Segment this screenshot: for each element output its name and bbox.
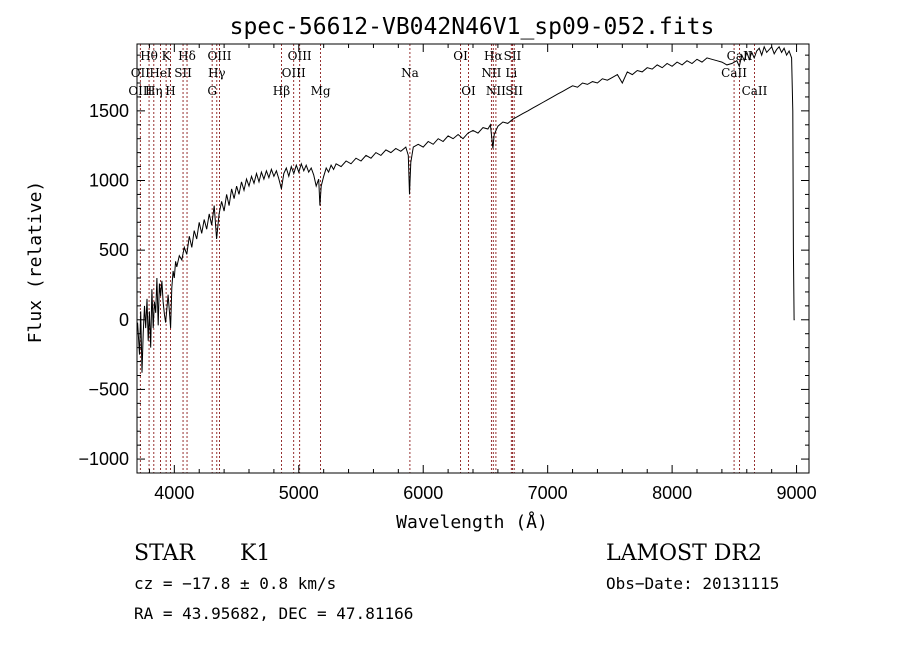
line-label: CaII: [727, 49, 753, 63]
y-tick-label: −1000: [78, 449, 129, 469]
y-tick-label: 1000: [89, 171, 129, 191]
observation-date: Obs−Date: 20131115: [606, 574, 779, 593]
chart-title: spec-56612-VB042N46V1_sp09-052.fits: [230, 14, 715, 40]
y-axis-label: Flux (relative): [25, 181, 46, 344]
line-label: Hβ: [273, 84, 290, 98]
line-label: Mg: [311, 84, 331, 98]
line-label: OI: [453, 49, 468, 63]
y-tick-label: −500: [88, 379, 129, 399]
line-label: Li: [505, 66, 517, 80]
line-label: Hδ: [178, 49, 196, 63]
line-label: Hθ: [140, 49, 158, 63]
object-class: STAR: [134, 541, 196, 566]
line-label: CaII: [742, 84, 768, 98]
x-axis: 4000 5000 6000 7000 8000 9000: [148, 44, 817, 503]
line-label: H: [165, 84, 175, 98]
y-axis: −1000 −500 0 500 1000 1500: [78, 54, 809, 469]
x-tick-label: 7000: [528, 483, 568, 503]
spectrum-layer: [137, 45, 795, 373]
x-tick-label: 5000: [279, 483, 319, 503]
line-label: G: [207, 84, 217, 98]
line-label: Hγ: [208, 66, 226, 80]
line-label: Hη: [145, 84, 163, 98]
object-subclass: K1: [240, 541, 270, 566]
line-label: OIII: [207, 49, 231, 63]
line-label: SII: [174, 66, 192, 80]
line-label: SII: [505, 84, 523, 98]
line-label: NII: [481, 66, 501, 80]
line-label: NII: [486, 84, 506, 98]
survey-name: LAMOST DR2: [606, 541, 762, 566]
line-label: OII: [131, 66, 151, 80]
x-tick-label: 4000: [154, 483, 194, 503]
line-label: OIII: [288, 49, 312, 63]
line-label: SII: [504, 49, 522, 63]
spectrum-line: [137, 45, 795, 373]
line-label: Na: [401, 66, 419, 80]
x-tick-label: 8000: [652, 483, 692, 503]
line-label: HeI: [149, 66, 172, 80]
x-tick-label: 6000: [403, 483, 443, 503]
line-label: CaII: [721, 66, 747, 80]
line-label: OI: [461, 84, 476, 98]
line-label: K: [162, 49, 172, 63]
line-label: OIII: [282, 66, 306, 80]
line-label: Hα: [484, 49, 503, 63]
emission-lines-layer: [139, 44, 755, 473]
x-tick-label: 9000: [777, 483, 817, 503]
y-tick-label: 1500: [89, 101, 129, 121]
line-label: OIII: [128, 84, 152, 98]
plot-frame: [136, 43, 810, 474]
redshift-cz: cz = −17.8 ± 0.8 km/s: [134, 574, 336, 593]
ra-dec: RA = 43.95682, DEC = 47.81166: [134, 604, 413, 623]
y-tick-label: 0: [119, 310, 129, 330]
y-tick-label: 500: [99, 240, 129, 260]
x-axis-label: Wavelength (Å): [396, 511, 548, 533]
